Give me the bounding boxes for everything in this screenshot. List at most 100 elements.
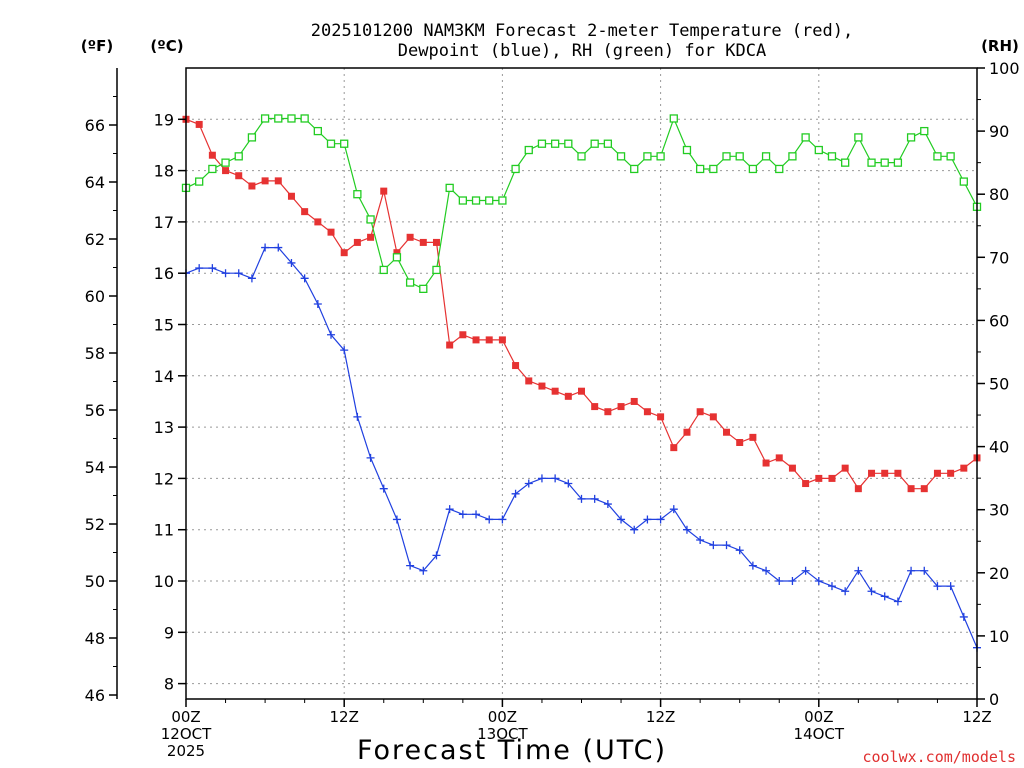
data-point bbox=[630, 525, 639, 534]
data-point bbox=[841, 158, 850, 167]
chart-title-line-1: 2025101200 NAM3KM Forecast 2-meter Tempe… bbox=[311, 21, 853, 41]
data-point bbox=[459, 331, 467, 339]
data-point bbox=[867, 587, 876, 596]
data-point bbox=[959, 612, 968, 621]
x-tick-label: 12OCT bbox=[161, 725, 212, 743]
data-point bbox=[524, 479, 533, 488]
data-point bbox=[340, 249, 348, 257]
data-point bbox=[537, 139, 547, 148]
data-point bbox=[512, 362, 520, 370]
data-point bbox=[551, 474, 560, 483]
data-point bbox=[498, 515, 507, 524]
data-point bbox=[709, 541, 718, 550]
data-point bbox=[920, 126, 929, 136]
data-point bbox=[458, 510, 467, 519]
data-point bbox=[880, 592, 889, 601]
data-point bbox=[775, 577, 784, 586]
data-point bbox=[894, 469, 902, 477]
fahrenheit-tick-label: 50 bbox=[85, 572, 105, 591]
data-point bbox=[630, 397, 638, 405]
x-tick-label: 12Z bbox=[330, 708, 359, 726]
celsius-tick-label: 16 bbox=[154, 264, 174, 283]
data-point bbox=[260, 114, 270, 123]
data-point bbox=[946, 582, 955, 591]
data-point bbox=[300, 274, 309, 283]
celsius-tick-label: 9 bbox=[164, 623, 174, 642]
data-point bbox=[498, 196, 507, 205]
data-point bbox=[524, 145, 533, 155]
data-point bbox=[696, 535, 705, 544]
data-point bbox=[379, 265, 388, 275]
data-point bbox=[788, 152, 797, 161]
data-point bbox=[367, 233, 375, 241]
data-point bbox=[762, 459, 770, 467]
celsius-tick-label: 15 bbox=[154, 316, 174, 335]
data-point bbox=[801, 133, 810, 142]
data-point bbox=[195, 177, 204, 186]
celsius-tick-label: 13 bbox=[154, 418, 174, 437]
data-point bbox=[735, 152, 744, 161]
data-point bbox=[247, 274, 256, 283]
rh-tick-label: 60 bbox=[989, 311, 1009, 330]
data-point bbox=[445, 505, 454, 514]
data-point bbox=[472, 510, 481, 519]
data-point bbox=[353, 238, 361, 246]
rh-tick-label: 70 bbox=[989, 248, 1009, 267]
data-point bbox=[643, 515, 652, 524]
fahrenheit-tick-label: 48 bbox=[85, 629, 105, 648]
data-point bbox=[854, 566, 863, 575]
data-point bbox=[748, 164, 758, 174]
data-point bbox=[222, 167, 230, 175]
data-point bbox=[775, 164, 784, 174]
series-dewpoint bbox=[182, 243, 981, 652]
data-point bbox=[564, 392, 572, 400]
data-point bbox=[723, 428, 731, 436]
data-point bbox=[946, 152, 955, 161]
fahrenheit-tick-label: 58 bbox=[85, 344, 105, 363]
data-point bbox=[867, 158, 876, 167]
x-tick-label: 12Z bbox=[962, 708, 991, 726]
celsius-axis-unit: (ºC) bbox=[150, 37, 183, 55]
data-point bbox=[314, 218, 322, 226]
data-point bbox=[933, 582, 942, 591]
data-point bbox=[749, 433, 757, 441]
data-point bbox=[248, 182, 256, 190]
data-point bbox=[485, 196, 494, 205]
rh-tick-label: 20 bbox=[989, 564, 1009, 583]
x-tick-label: 12Z bbox=[646, 708, 675, 726]
data-point bbox=[643, 152, 652, 161]
celsius-tick-label: 12 bbox=[154, 469, 174, 488]
data-point bbox=[498, 336, 506, 344]
data-point bbox=[300, 114, 309, 123]
data-point bbox=[287, 192, 295, 200]
data-point bbox=[682, 145, 692, 155]
x-tick-label: 00Z bbox=[171, 708, 200, 726]
data-point bbox=[195, 120, 203, 128]
data-point bbox=[841, 587, 850, 596]
data-point bbox=[920, 485, 928, 493]
rh-tick-label: 90 bbox=[989, 122, 1009, 141]
data-point bbox=[406, 233, 414, 241]
data-point bbox=[340, 139, 349, 148]
data-point bbox=[828, 474, 836, 482]
x-tick-label: 14OCT bbox=[794, 725, 845, 743]
data-point bbox=[458, 196, 468, 205]
celsius-tick-label: 10 bbox=[154, 572, 174, 591]
data-point bbox=[761, 152, 771, 161]
data-point bbox=[748, 561, 757, 570]
data-point bbox=[960, 464, 968, 472]
data-point bbox=[485, 515, 494, 524]
data-point bbox=[208, 151, 216, 159]
data-point bbox=[380, 187, 388, 195]
data-point bbox=[340, 346, 349, 355]
rh-axis-unit: (RH) bbox=[981, 37, 1019, 55]
data-point bbox=[868, 469, 876, 477]
data-point bbox=[577, 152, 586, 161]
fahrenheit-tick-label: 56 bbox=[85, 401, 105, 420]
data-point bbox=[432, 265, 441, 275]
data-point bbox=[604, 408, 612, 416]
data-point bbox=[669, 505, 678, 514]
data-point bbox=[353, 190, 362, 199]
